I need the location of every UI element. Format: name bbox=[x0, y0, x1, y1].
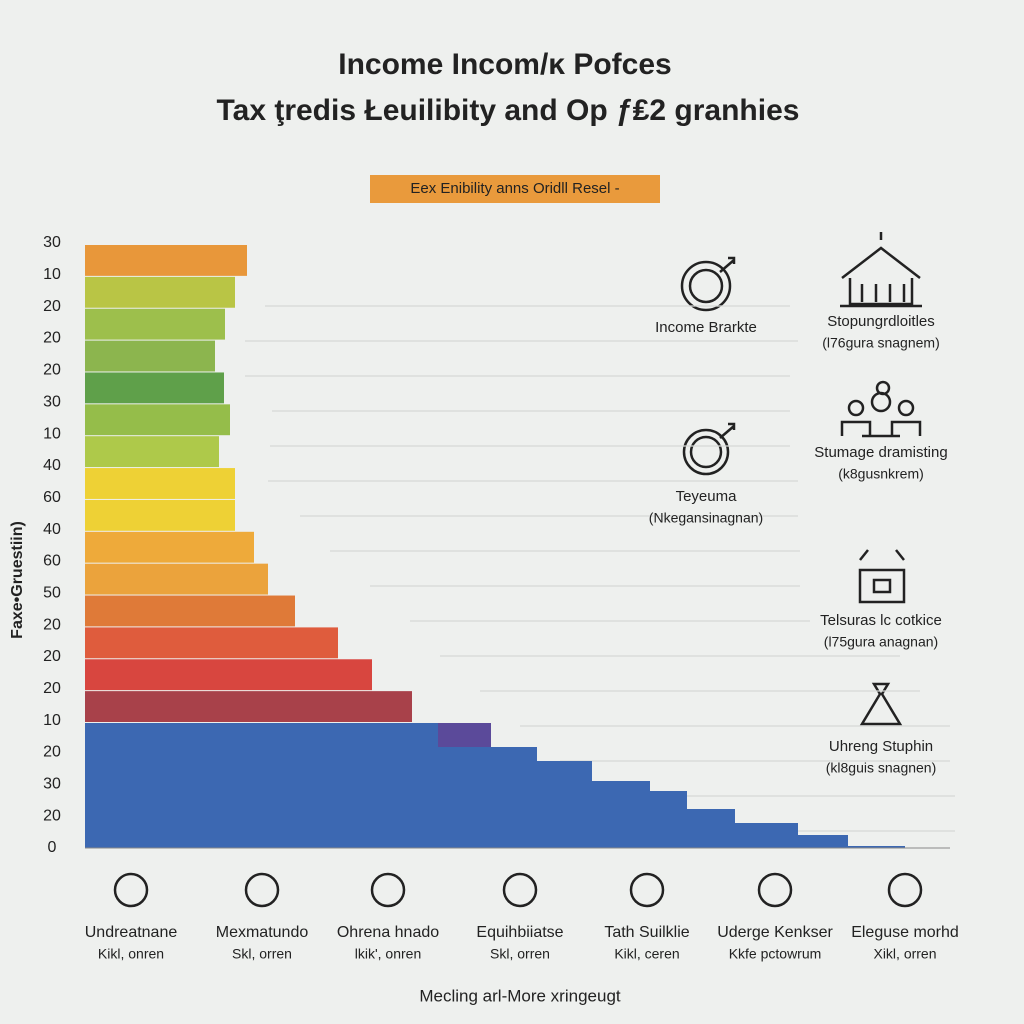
bar bbox=[85, 499, 235, 531]
bar bbox=[438, 747, 491, 848]
side-label: Income Brarkte bbox=[655, 319, 757, 336]
bar bbox=[85, 659, 372, 691]
bottom-note: Kikl, ceren bbox=[614, 946, 679, 962]
y-label: 60 bbox=[43, 489, 61, 506]
y-label: 40 bbox=[43, 457, 61, 474]
bottom-label: Ohrena hnado bbox=[337, 924, 439, 941]
icon-shape bbox=[113, 872, 149, 908]
bottom-label: Equihbiiatse bbox=[476, 924, 563, 941]
y-label: 20 bbox=[43, 330, 61, 347]
icon bbox=[680, 256, 736, 312]
bar bbox=[85, 276, 235, 308]
bar bbox=[85, 340, 215, 372]
icon-shape bbox=[502, 872, 538, 908]
y-label: 10 bbox=[43, 266, 61, 283]
icon bbox=[757, 872, 793, 908]
icon-shape bbox=[629, 872, 665, 908]
title-line: Income Incom/ĸ Pofces bbox=[338, 48, 671, 81]
y-label: 50 bbox=[43, 584, 61, 601]
icon bbox=[502, 872, 538, 908]
icon-shape bbox=[887, 872, 923, 908]
y-label: 0 bbox=[48, 839, 57, 856]
side-label: Stopungrdloitles bbox=[827, 313, 935, 330]
icon bbox=[113, 872, 149, 908]
bottom-label: Mexmatundo bbox=[216, 924, 309, 941]
y-label: 20 bbox=[43, 648, 61, 665]
bottom-note: Kkfe pctowrum bbox=[729, 946, 822, 962]
bar bbox=[85, 372, 224, 404]
y-label: 20 bbox=[43, 616, 61, 633]
bottom-label: Undreatnane bbox=[85, 924, 178, 941]
icon-shape bbox=[244, 872, 280, 908]
y-label: 20 bbox=[43, 744, 61, 761]
title-line: Tax ţredis Łeuilibity and Op ƒ₤2 granhie… bbox=[217, 94, 800, 127]
badge-bg bbox=[370, 175, 660, 203]
bottom-note: Skl, orren bbox=[232, 946, 292, 962]
icon bbox=[840, 232, 922, 308]
bar bbox=[491, 747, 537, 848]
side-label: Telsuras lc cotkice bbox=[820, 612, 942, 629]
icon bbox=[370, 872, 406, 908]
side-note: (l76gura snagnem) bbox=[822, 335, 940, 351]
side-label: Stumage dramisting bbox=[814, 444, 947, 461]
bar bbox=[85, 531, 254, 563]
bar bbox=[85, 404, 230, 436]
side-note: (Nkegansinagnan) bbox=[649, 510, 763, 526]
y-label: 10 bbox=[43, 712, 61, 729]
bar bbox=[85, 595, 295, 627]
icon bbox=[682, 422, 736, 476]
y-label: 20 bbox=[43, 298, 61, 315]
bar bbox=[85, 308, 225, 340]
icon bbox=[887, 872, 923, 908]
icon-shape bbox=[370, 872, 406, 908]
bar bbox=[687, 809, 735, 848]
bar bbox=[592, 781, 650, 848]
bar bbox=[848, 846, 905, 848]
y-label: 60 bbox=[43, 553, 61, 570]
icon bbox=[244, 872, 280, 908]
x-title: Mecling arl-More xringeugt bbox=[419, 986, 621, 1005]
side-note: (k8gusnkrem) bbox=[838, 466, 924, 482]
y-label: 20 bbox=[43, 680, 61, 697]
bottom-note: Skl, orren bbox=[490, 946, 550, 962]
bottom-note: lkik', onren bbox=[355, 946, 421, 962]
bottom-label: Uderge Kenkser bbox=[717, 924, 833, 941]
y-label: 30 bbox=[43, 776, 61, 793]
y-label: 30 bbox=[43, 393, 61, 410]
badge: Eex Enibility anns Oridll Resel - bbox=[410, 180, 619, 197]
bar bbox=[85, 691, 412, 722]
icon bbox=[629, 872, 665, 908]
bar bbox=[735, 823, 798, 848]
y-label: 20 bbox=[43, 807, 61, 824]
bar bbox=[85, 563, 268, 595]
bar bbox=[438, 723, 491, 747]
bottom-label: Eleguse morhd bbox=[851, 924, 959, 941]
y-label: 20 bbox=[43, 362, 61, 379]
bar bbox=[85, 245, 247, 276]
y-label: 30 bbox=[43, 234, 61, 251]
y-title: Faxe•Gruestiin) bbox=[9, 521, 26, 639]
bar bbox=[85, 468, 235, 499]
bottom-label: Tath Suilklie bbox=[604, 924, 689, 941]
bottom-note: Xikl, orren bbox=[873, 946, 936, 962]
bar bbox=[85, 436, 219, 468]
side-icons bbox=[680, 232, 922, 726]
side-label: Uhreng Stuphin bbox=[829, 738, 933, 755]
y-label: 40 bbox=[43, 521, 61, 538]
bar bbox=[650, 791, 687, 848]
side-label: Teyeuma bbox=[676, 488, 738, 505]
bar bbox=[537, 761, 592, 848]
side-note: (l75gura anagnan) bbox=[824, 634, 938, 650]
icon bbox=[858, 549, 906, 604]
icon bbox=[840, 380, 922, 438]
icon-shape bbox=[757, 872, 793, 908]
bar bbox=[85, 627, 338, 659]
side-note: (kl8guis snagnen) bbox=[826, 760, 937, 776]
y-label: 10 bbox=[43, 425, 61, 442]
bar bbox=[85, 723, 438, 848]
bottom-note: Kikl, onren bbox=[98, 946, 164, 962]
bar bbox=[798, 835, 848, 848]
icon bbox=[859, 682, 903, 726]
